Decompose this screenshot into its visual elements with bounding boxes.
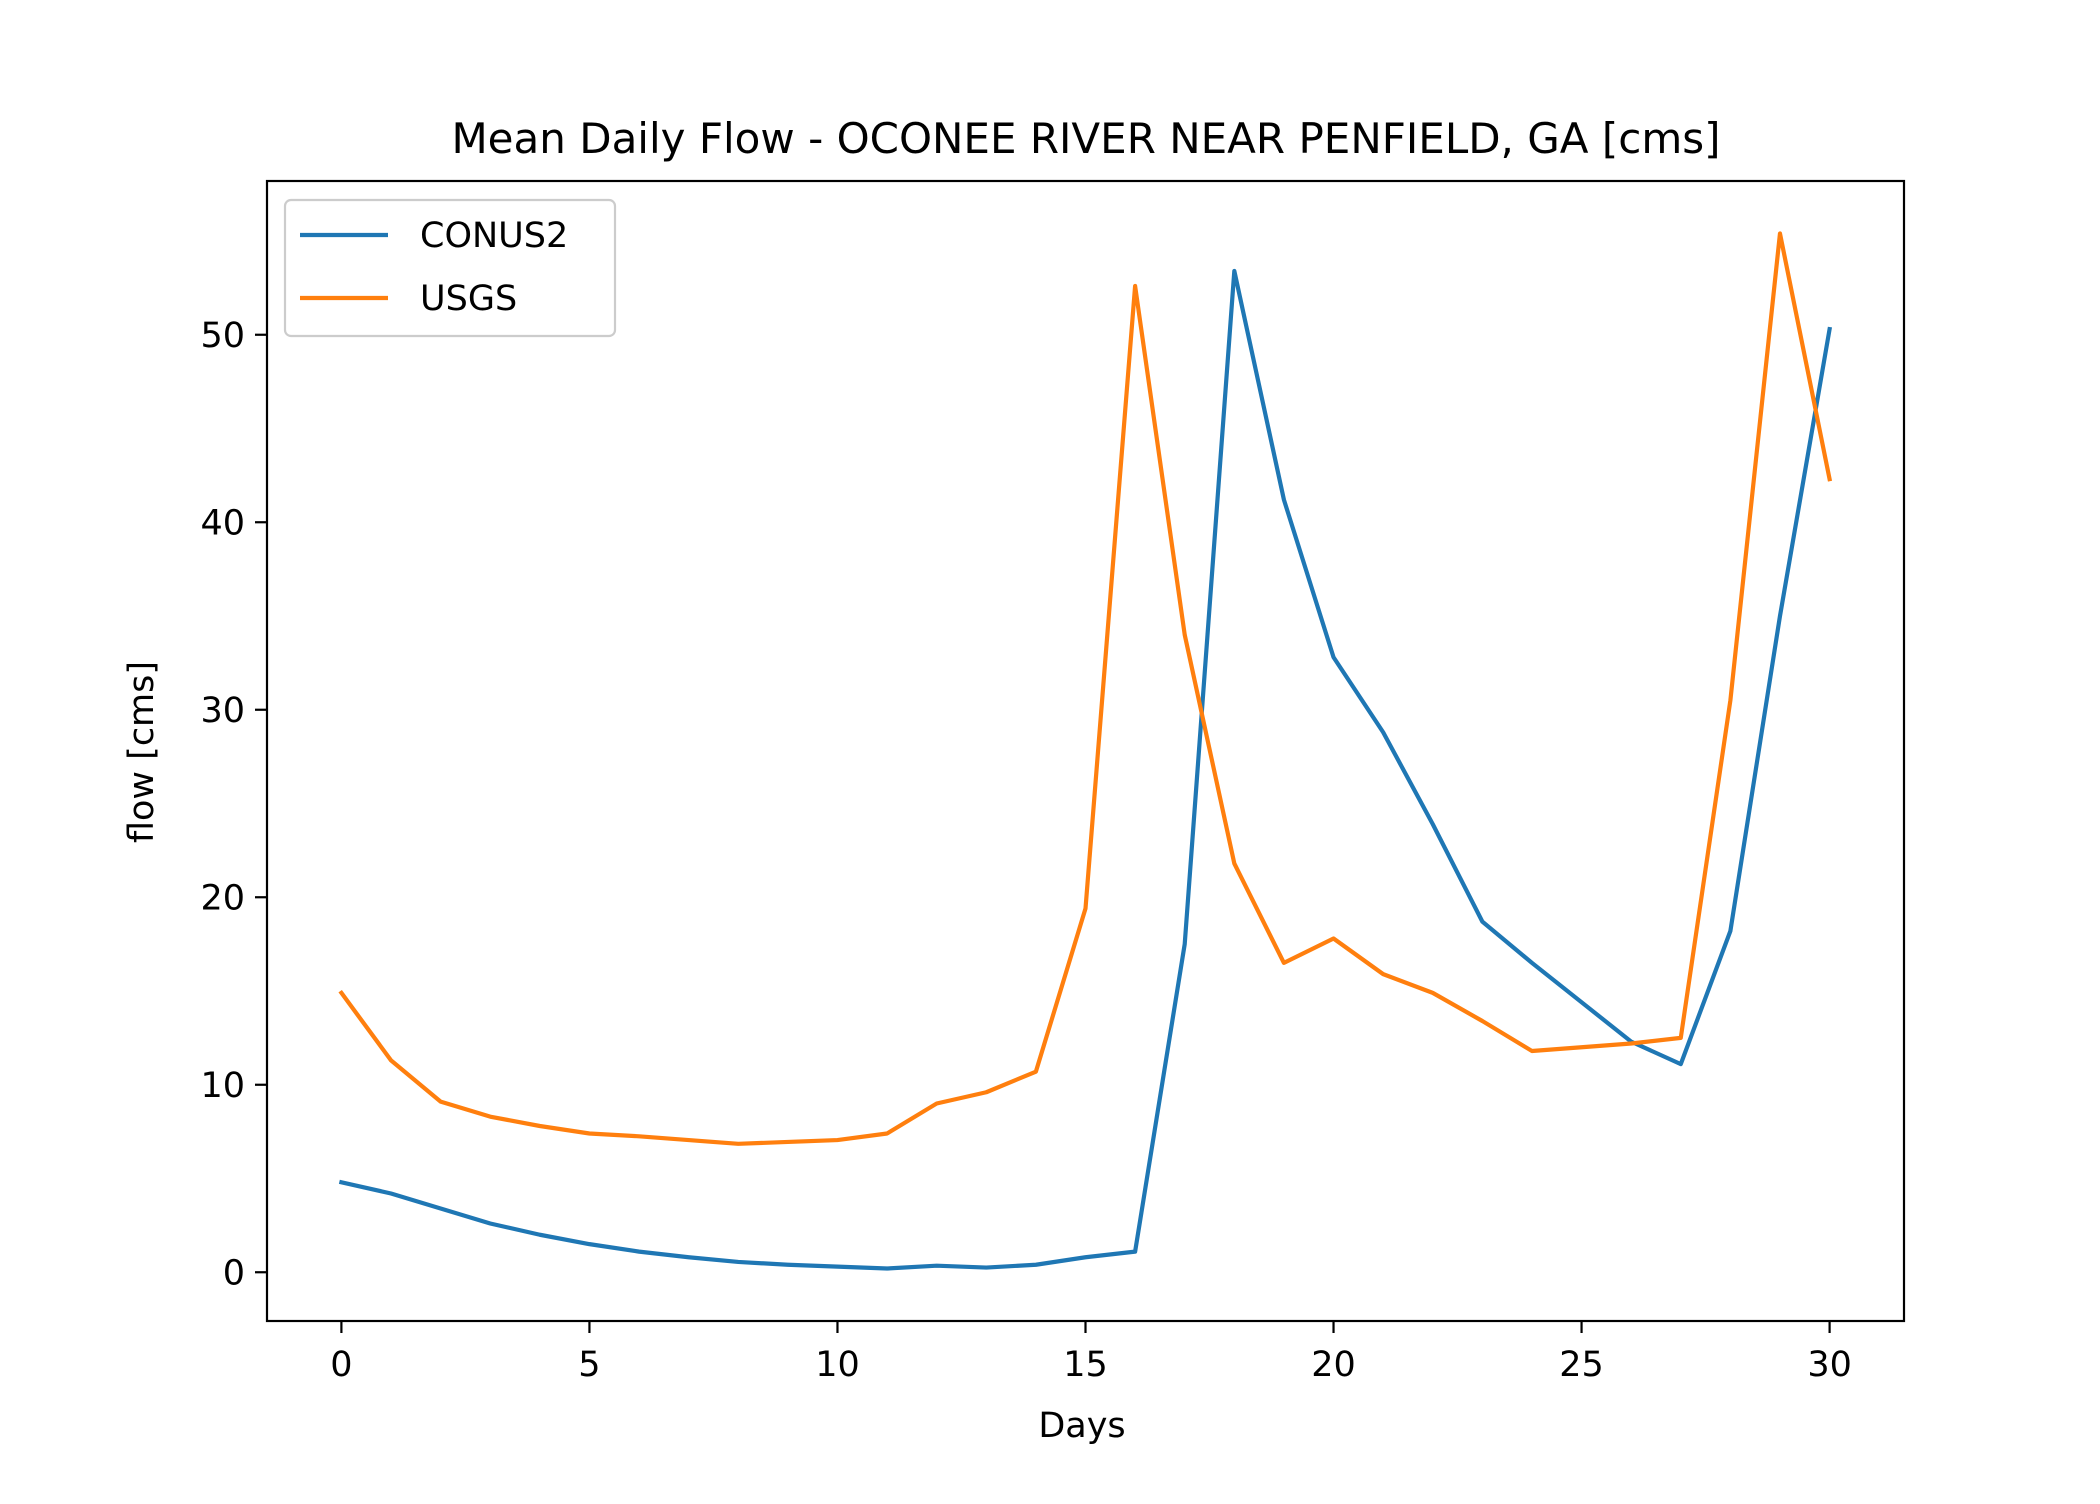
legend-label-usgs: USGS <box>420 279 517 319</box>
legend-label-conus2: CONUS2 <box>420 216 568 256</box>
x-axis-label: Days <box>1038 1406 1125 1446</box>
y-tick-label: 40 <box>200 503 245 543</box>
chart-title: Mean Daily Flow - OCONEE RIVER NEAR PENF… <box>451 114 1720 163</box>
x-tick-label: 0 <box>330 1345 352 1385</box>
y-tick-label: 10 <box>200 1066 245 1106</box>
series-line-usgs <box>338 231 1833 1146</box>
series-line-conus2 <box>338 268 1833 1271</box>
x-axis: 0 5 10 15 20 25 30 <box>330 1321 1852 1385</box>
x-tick-label: 20 <box>1311 1345 1356 1385</box>
x-tick-label: 30 <box>1807 1345 1852 1385</box>
y-tick-label: 30 <box>200 691 245 731</box>
x-tick-label: 15 <box>1063 1345 1108 1385</box>
x-tick-label: 5 <box>578 1345 600 1385</box>
legend: CONUS2 USGS <box>283 198 617 338</box>
y-tick-label: 0 <box>223 1253 245 1293</box>
y-tick-label: 50 <box>200 316 245 356</box>
x-tick-label: 10 <box>815 1345 860 1385</box>
y-axis-label: flow [cms] <box>122 661 162 843</box>
series-layer <box>338 231 1833 1271</box>
y-tick-label: 20 <box>200 878 245 918</box>
x-tick-label: 25 <box>1559 1345 1604 1385</box>
y-axis: 0 10 20 30 40 50 <box>200 316 267 1293</box>
